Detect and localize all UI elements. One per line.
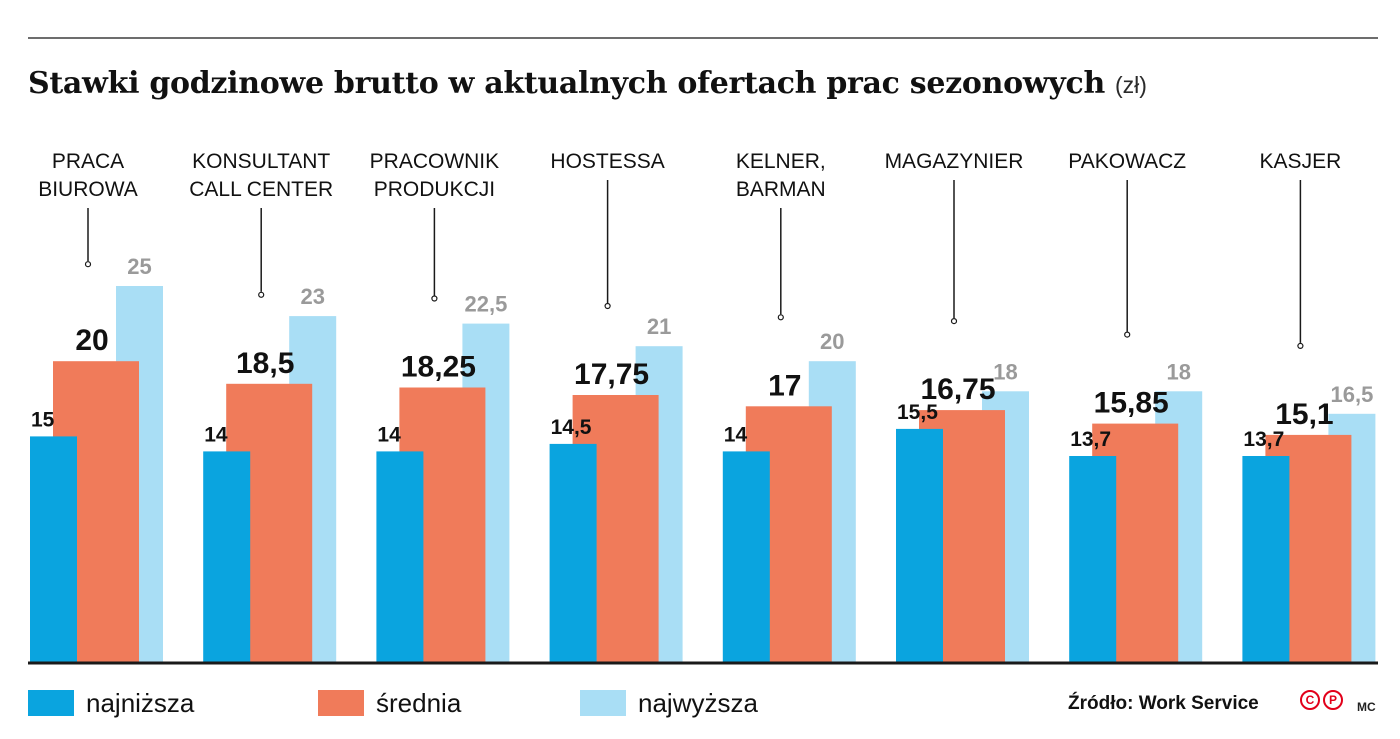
category-label: MAGAZYNIER [885, 150, 1024, 173]
value-label-highest: 16,5 [1330, 382, 1373, 407]
legend-swatch-highest [580, 690, 626, 716]
bar-group-7: 13,7 15,85 18 PAKOWACZ [1068, 150, 1203, 662]
value-label-highest: 18 [993, 359, 1017, 384]
value-label-lowest: 15 [31, 408, 55, 431]
bar-group-8: 13,715,116,5 KASJER [1242, 150, 1376, 662]
bar-lowest [1069, 456, 1117, 662]
bar-lowest [896, 428, 943, 662]
value-label-average: 18,25 [401, 351, 476, 384]
bar-lowest [722, 451, 770, 662]
value-label-lowest: 14 [377, 423, 401, 446]
value-label-highest: 23 [300, 284, 324, 309]
legend-label-highest: najwyższa [638, 687, 758, 718]
value-label-highest: 21 [647, 314, 671, 339]
source-note: Źródło: Work Service [1068, 693, 1259, 714]
legend-item-highest: najwyższa [580, 688, 758, 718]
category-label-line: BIUROWA [38, 178, 138, 201]
value-label-lowest: 13,7 [1070, 428, 1111, 451]
bar-group-3: 14 18,25 22,5 PRACOWNIK PRODUKCJI [370, 150, 510, 662]
category-label-line: CALL CENTER [189, 178, 333, 201]
bar-lowest [203, 451, 251, 662]
leader-dot [1297, 342, 1304, 349]
value-label-lowest: 14 [724, 423, 748, 446]
bar-group-1: 15 20 25 PRACA BIUROWA [30, 150, 163, 662]
bar-lowest [376, 451, 424, 662]
category-label-line: PRACA [52, 150, 124, 173]
value-label-highest: 22,5 [464, 292, 507, 317]
category-label: KELNER, BARMAN [736, 150, 826, 201]
leader-dot [604, 302, 611, 310]
bar-group-5: 14 17 20 KELNER, BARMAN [722, 150, 856, 662]
value-label-average: 16,75 [920, 373, 995, 406]
chart-unit: (zł) [1114, 72, 1147, 98]
leader-dot [431, 295, 438, 302]
value-label-average: 17,75 [574, 358, 649, 391]
value-label-lowest: 13,7 [1243, 428, 1284, 451]
leader-dot [258, 291, 265, 298]
leader-dot [950, 318, 958, 325]
value-label-average: 15,1 [1275, 398, 1333, 431]
bar-lowest [30, 436, 77, 662]
category-label: PAKOWACZ [1068, 150, 1186, 173]
bar-group-4: 14,5 17,75 21 HOSTESSA [549, 150, 683, 662]
legend-item-average: średnia [318, 688, 461, 718]
value-label-lowest: 14,5 [551, 416, 592, 439]
category-label: PRACA BIUROWA [38, 150, 138, 201]
category-label: KONSULTANT CALL CENTER [189, 150, 333, 201]
value-label-highest: 20 [820, 329, 844, 354]
category-label-line: HOSTESSA [550, 150, 664, 173]
top-rule [28, 37, 1378, 39]
category-label-line: KASJER [1260, 150, 1342, 173]
chart-title: Stawki godzinowe brutto w aktualnych ofe… [28, 66, 1105, 101]
legend-swatch-average [318, 690, 364, 716]
logo-letter-c: C [1300, 690, 1320, 710]
value-label-average: 18,5 [236, 347, 294, 380]
legend-label-lowest: najniższa [86, 687, 195, 718]
category-label-line: KONSULTANT [192, 150, 330, 173]
leader-dot [84, 261, 92, 268]
category-label-line: BARMAN [736, 178, 826, 201]
category-label-line: MAGAZYNIER [885, 150, 1024, 173]
value-label-highest: 18 [1166, 359, 1190, 384]
category-label-line: PRACOWNIK [370, 150, 500, 173]
category-label: HOSTESSA [550, 150, 664, 173]
bar-group-2: 14 18,5 23 KONSULTANT CALL CENTER [189, 150, 337, 662]
chart-title-block: Stawki godzinowe brutto w aktualnych ofe… [28, 66, 1147, 101]
category-label: KASJER [1260, 150, 1342, 173]
value-label-lowest: 14 [204, 423, 228, 446]
bar-lowest [549, 443, 597, 662]
value-label-average: 17 [768, 369, 801, 402]
author-initials: MC [1357, 700, 1376, 714]
value-label-highest: 25 [127, 254, 151, 279]
value-label-average: 15,85 [1094, 387, 1169, 420]
leader-dot [1124, 331, 1131, 338]
legend-label-average: średnia [376, 687, 462, 718]
cp-logo-icon: C P [1300, 690, 1343, 710]
category-label-line: KELNER, [736, 150, 826, 173]
value-label-lowest: 15,5 [897, 401, 938, 424]
bar-lowest [1242, 456, 1290, 662]
logo-letter-p: P [1323, 690, 1343, 710]
category-label-line: PRODUKCJI [374, 178, 495, 201]
value-label-average: 20 [75, 324, 108, 357]
leader-dot [777, 314, 784, 321]
legend-swatch-lowest [28, 690, 74, 716]
legend-item-lowest: najniższa [28, 688, 194, 718]
category-label: PRACOWNIK PRODUKCJI [370, 150, 500, 201]
category-label-line: PAKOWACZ [1068, 150, 1186, 173]
